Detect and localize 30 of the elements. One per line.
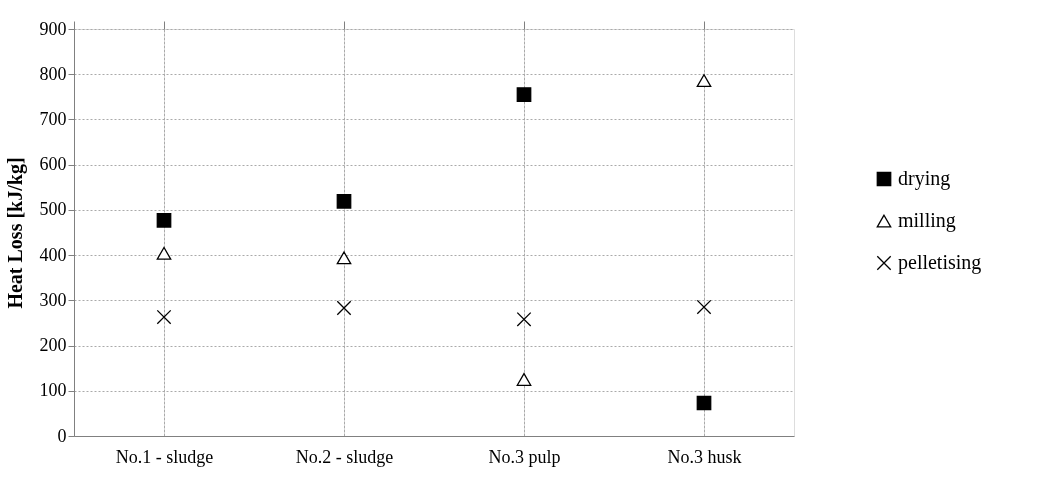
y-tick-label: 300 [39, 289, 67, 310]
point [696, 395, 712, 411]
point [516, 87, 532, 102]
point [336, 251, 352, 265]
y-tick-label: 0 [57, 425, 67, 446]
point [156, 212, 172, 228]
y-axis-title: Heat Loss [kJ/kg] [3, 157, 27, 309]
y-tick-label: 100 [39, 380, 67, 401]
point [516, 373, 532, 386]
y-tick-label: 800 [39, 63, 67, 84]
point [156, 246, 172, 260]
y-tick-label: 500 [39, 199, 67, 220]
point [336, 300, 352, 316]
point [336, 193, 352, 209]
point [696, 299, 712, 315]
point [696, 74, 712, 88]
x-tick-label: No.3 husk [667, 446, 742, 467]
y-tick-label: 900 [39, 18, 67, 39]
point [156, 309, 172, 325]
y-tick-label: 400 [39, 244, 67, 265]
x-tick-label: No.2 - sludge [295, 446, 394, 467]
y-tick-label: 700 [39, 108, 67, 129]
x-tick-label: No.3 pulp [488, 446, 561, 467]
x-tick-label: No.1 - sludge [115, 446, 214, 467]
y-tick-label: 600 [39, 154, 67, 175]
legend-label: pelletising [898, 251, 982, 274]
point [516, 311, 532, 327]
legend-label: drying [898, 167, 951, 190]
y-tick-label: 200 [39, 335, 67, 356]
legend-label: milling [898, 209, 956, 232]
